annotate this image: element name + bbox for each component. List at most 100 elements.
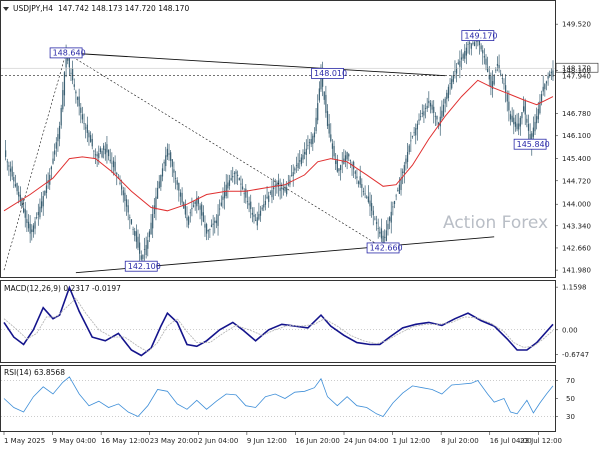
- candle-body: [206, 224, 208, 234]
- candle-body: [487, 67, 489, 73]
- candle-body: [397, 190, 399, 191]
- candle-body: [469, 42, 471, 44]
- candle-body: [295, 165, 298, 166]
- candle-body: [488, 75, 490, 80]
- price-label-box: [311, 68, 344, 79]
- candle-body: [197, 197, 200, 204]
- candle-body: [207, 229, 209, 232]
- candle-body: [281, 187, 283, 190]
- candle-body: [256, 217, 258, 226]
- candle-body: [103, 145, 105, 150]
- candle-body: [357, 181, 360, 184]
- y-tick-label: 149.520: [562, 21, 591, 29]
- candle-body: [470, 43, 472, 49]
- candle-body: [539, 101, 541, 114]
- y-tick-label: 141.980: [562, 267, 591, 275]
- candle-body: [37, 211, 39, 216]
- x-tick-label: 23 May 20:00: [150, 437, 198, 445]
- candle-body: [385, 230, 387, 242]
- candle-body: [424, 108, 427, 109]
- x-tick-label: 2 Jun 04:00: [198, 437, 238, 445]
- watermark: Action Forex: [443, 213, 548, 233]
- x-tick-label: 24 Jun 04:00: [344, 437, 388, 445]
- candle-body: [24, 209, 26, 218]
- candle-body: [5, 150, 7, 157]
- candle-body: [129, 217, 131, 219]
- candle-body: [132, 229, 134, 230]
- candle-body: [379, 231, 381, 234]
- candle-body: [444, 98, 446, 104]
- candle-body: [86, 124, 88, 133]
- rsi-lines: [1, 376, 555, 417]
- y-tick-label: 142.660: [562, 244, 591, 252]
- dropdown-arrow-icon[interactable]: [3, 7, 9, 11]
- candle-body: [152, 214, 154, 229]
- candle-body: [121, 185, 123, 190]
- candle-body: [500, 73, 502, 75]
- y-tick-label: 145.400: [562, 155, 591, 163]
- candle-body: [202, 212, 204, 222]
- candle-body: [91, 138, 93, 147]
- candle-body: [459, 60, 461, 67]
- candle-body: [176, 180, 178, 185]
- candle-body: [147, 240, 149, 249]
- candle-body: [135, 231, 137, 242]
- candle-body: [143, 249, 146, 250]
- candle-body: [286, 187, 288, 195]
- candle-body: [196, 197, 198, 207]
- candle-body: [16, 183, 18, 192]
- candle-body: [55, 142, 57, 149]
- candle-body: [104, 148, 106, 155]
- candle-body: [240, 183, 242, 185]
- candle-body: [519, 117, 521, 127]
- candle-body: [292, 172, 294, 177]
- candle-body: [45, 185, 48, 193]
- candle-body: [509, 114, 512, 120]
- candle-body: [238, 178, 240, 181]
- x-tick-label: 23 Jul 12:00: [520, 437, 562, 445]
- candle-body: [83, 123, 85, 124]
- candle-body: [415, 128, 417, 136]
- candle-body: [462, 54, 464, 59]
- candle-body: [364, 193, 366, 195]
- candle-body: [32, 225, 35, 233]
- candle-body: [75, 91, 77, 94]
- candle-body: [158, 181, 160, 189]
- candle-body: [354, 171, 356, 174]
- candle-body: [161, 168, 164, 177]
- candle-body: [446, 92, 448, 100]
- x-tick-label: 8 Jul 20:00: [441, 437, 479, 445]
- candle-body: [294, 168, 296, 171]
- candle-body: [335, 160, 337, 165]
- candle-body: [490, 76, 492, 87]
- candle-body: [392, 206, 394, 208]
- candle-body: [165, 155, 167, 167]
- candle-body: [34, 221, 36, 229]
- candle-body: [214, 220, 216, 223]
- candle-body: [54, 150, 56, 155]
- candle-body: [505, 85, 507, 93]
- candle-body: [18, 191, 20, 197]
- candle-body: [447, 86, 450, 98]
- price-y-axis: 149.520 148.100 146.780 146.100 145.400 144.7…: [555, 21, 591, 275]
- candle-body: [223, 190, 226, 199]
- candle-body: [493, 75, 495, 85]
- candle-body: [534, 121, 536, 132]
- candle-body: [361, 184, 363, 188]
- candle-body: [483, 56, 485, 58]
- candle-body: [233, 172, 235, 174]
- x-tick-label: 9 Jun 12:00: [247, 437, 287, 445]
- candle-body: [9, 168, 12, 172]
- candle-body: [410, 140, 412, 142]
- y-tick-label: 146.100: [562, 132, 591, 140]
- candle-body: [264, 200, 267, 205]
- price-label-box: [461, 30, 495, 41]
- last-price-box: [555, 62, 599, 73]
- candle-body: [201, 204, 203, 216]
- candle-body: [89, 135, 92, 142]
- moving-average: [3, 79, 554, 212]
- candle-body: [153, 205, 155, 215]
- candle-body: [451, 79, 453, 89]
- candle-body: [80, 107, 82, 113]
- candle-body: [473, 42, 476, 46]
